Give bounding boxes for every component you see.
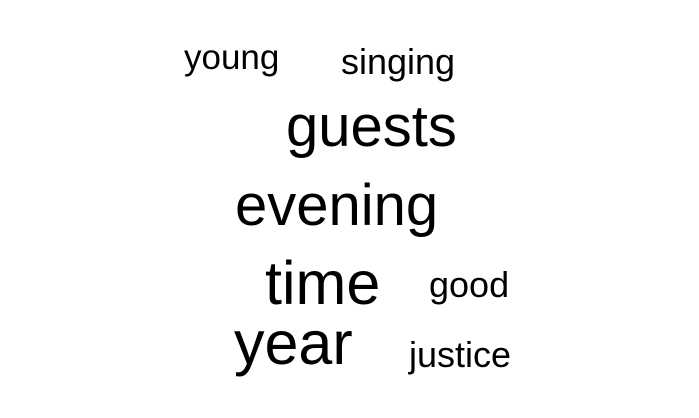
word-singing: singing — [341, 41, 456, 82]
word-young: young — [184, 38, 280, 77]
word-evening: evening — [235, 173, 439, 238]
word-good: good — [429, 264, 510, 305]
word-guests: guests — [286, 94, 457, 159]
word-justice: justice — [409, 334, 512, 375]
word-time: time — [265, 249, 381, 317]
word-year: year — [234, 309, 353, 377]
